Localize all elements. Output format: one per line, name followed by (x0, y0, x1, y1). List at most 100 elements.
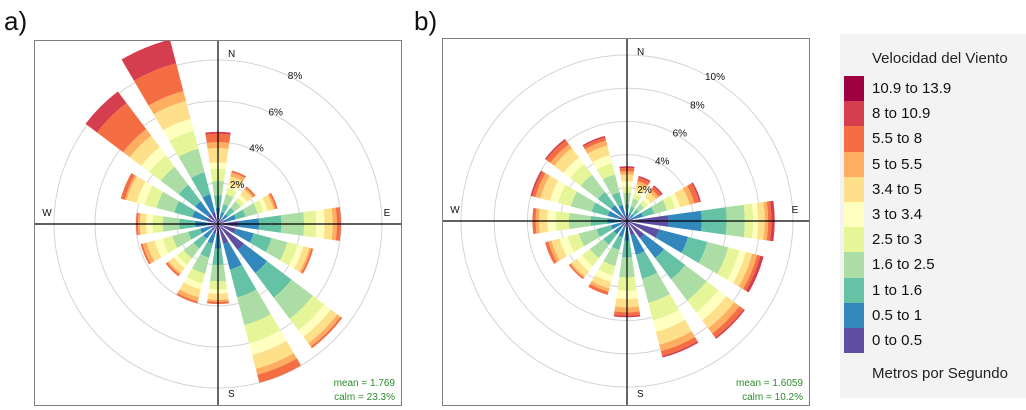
legend-label: 0.5 to 1 (872, 306, 923, 324)
wedge-NW-bin-4 (570, 164, 592, 186)
legend-item: 5 to 5.5 (844, 151, 951, 177)
wedge-NE-bin-7 (243, 188, 254, 199)
legend-item: 1.6 to 2.5 (844, 252, 951, 278)
compass-label-S: S (228, 389, 235, 400)
panel-b-label: b) (414, 6, 438, 36)
legend-title: Velocidad del Viento (872, 50, 1008, 67)
wedge-NW-bin-7 (550, 144, 572, 166)
wedge-NNW-bin-7 (585, 140, 608, 154)
wedge-NE-bin-6 (645, 191, 657, 203)
legend-item: 10.9 to 13.9 (844, 76, 951, 102)
wedge-WNW-bin-8 (120, 173, 135, 200)
wedge-ESE-bin-1 (655, 229, 689, 253)
wedge-NNW-bin-5 (163, 118, 194, 141)
wedge-ENE-bin-7 (682, 185, 695, 205)
mean-text: mean = 1.6059 (736, 378, 803, 389)
wedge-NE-bin-1 (221, 214, 228, 221)
wedge-NNE-bin-5 (227, 184, 239, 193)
wedge-NNW-bin-0 (211, 212, 218, 224)
wedge-WSW-bin-6 (146, 240, 162, 262)
wedge-SSE-bin-8 (660, 336, 698, 356)
wedge-NW-bin-6 (554, 148, 579, 173)
wedge-SSE-bin-9 (662, 341, 699, 358)
wedge-ESE-bin-4 (279, 242, 298, 266)
wedge-SSW-bin-7 (177, 289, 199, 302)
legend-label: 1 to 1.6 (872, 281, 923, 299)
wedge-NW-bin-8 (97, 103, 147, 153)
wedge-ESE-bin-3 (265, 237, 288, 261)
legend-swatch (844, 302, 864, 328)
wedge-SSW-bin-8 (176, 292, 198, 304)
wedge-ESE-bin-7 (299, 247, 312, 273)
compass-label-N: N (228, 49, 235, 60)
wedge-SE-bin-9 (715, 309, 745, 339)
wedge-SE-bin-4 (687, 281, 719, 313)
legend-label: 5.5 to 8 (872, 130, 923, 148)
wedge-ENE-bin-2 (641, 206, 655, 217)
wedge-SE-bin-1 (640, 234, 665, 259)
wedge-ENE-bin-3 (651, 200, 668, 214)
wedge-NW-bin-0 (208, 214, 218, 224)
wedge-NNW-bin-9 (121, 39, 177, 81)
wedge-WSW-bin-4 (162, 235, 178, 254)
wedge-NNW-bin-5 (592, 155, 612, 170)
wedge-ESE-bin-0 (627, 221, 660, 238)
radial-tick-label: 4% (655, 157, 670, 168)
wedge-ESE-bin-3 (698, 241, 729, 274)
wedge-NNW-bin-2 (611, 192, 623, 207)
wedge-SW-bin-3 (183, 242, 200, 259)
wedge-SE-bin-3 (671, 265, 707, 301)
wedge-SSE-bin-5 (249, 330, 287, 355)
wedge-SE-bin-7 (308, 314, 341, 347)
wedge-SSE-bin-8 (257, 358, 301, 383)
wedge-SSE-bin-2 (635, 251, 658, 279)
wedge-WNW-bin-3 (570, 191, 596, 212)
wedge-ENE-bin-8 (687, 183, 700, 204)
radial-tick-label: 8% (288, 71, 303, 82)
wedge-NNE-bin-5 (634, 190, 643, 197)
wedge-NNW-bin-1 (618, 204, 626, 216)
wedge-SW-bin-1 (203, 228, 214, 239)
wedge-SSE-bin-0 (218, 224, 229, 244)
wedge-NW-bin-5 (563, 157, 584, 178)
legend-swatch (844, 101, 864, 127)
legend-swatch (844, 201, 864, 228)
wedge-SSW-bin-4 (186, 268, 206, 284)
wedge-NNW-bin-2 (191, 172, 211, 198)
radial-tick-label: 2% (637, 185, 652, 196)
wedge-ENE-bin-4 (253, 200, 264, 214)
wedge-SW-bin-2 (603, 231, 617, 245)
wedge-NNE-bin-1 (627, 212, 632, 219)
wedge-SSW-bin-3 (603, 246, 620, 266)
wedge-SE-bin-2 (255, 261, 292, 298)
legend-label: 5 to 5.5 (872, 155, 923, 173)
wedge-ESE-bin-6 (294, 246, 310, 272)
wedge-SE-bin-2 (655, 249, 686, 280)
wedge-NW-bin-2 (597, 191, 615, 209)
wedge-ENE-bin-4 (662, 195, 676, 211)
wedge-WNW-bin-7 (124, 175, 137, 201)
wedge-NW-bin-1 (611, 205, 622, 216)
wedge-WNW-bin-7 (535, 173, 550, 199)
wedge-ESE-bin-1 (233, 228, 254, 243)
wedge-WSW-bin-5 (154, 238, 169, 258)
legend-item: 2.5 to 3 (844, 227, 951, 253)
wedge-ENE-bin-8 (269, 192, 278, 210)
wedge-NW-bin-3 (160, 166, 189, 195)
wedge-SE-bin-0 (627, 221, 645, 239)
wedge-NW-bin-6 (129, 135, 160, 166)
mean-text: mean = 1.769 (334, 378, 396, 389)
wedge-ENE-bin-0 (218, 219, 226, 224)
wedge-SW-bin-8 (568, 264, 584, 280)
radial-tick-label: 10% (705, 72, 725, 83)
legend-label: 8 to 10.9 (872, 105, 931, 123)
wedge-WNW-bin-0 (206, 217, 218, 224)
legend-item: 0.5 to 1 (844, 302, 951, 328)
wedge-SSE-bin-1 (630, 233, 645, 255)
wedge-NW-bin-8 (546, 140, 569, 163)
wedge-SW-bin-0 (621, 221, 627, 227)
wedge-ENE-bin-1 (225, 214, 236, 222)
legend-label: 1.6 to 2.5 (872, 256, 935, 274)
